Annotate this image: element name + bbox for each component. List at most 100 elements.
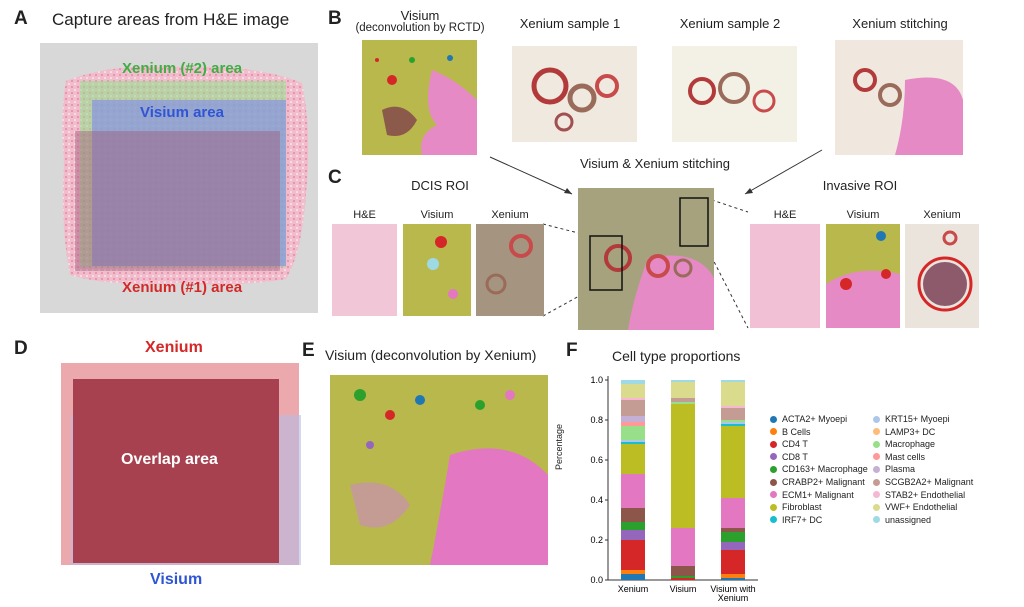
bar-segment xyxy=(621,380,645,384)
cell-type-proportion-chart: 0.0 0.2 0.4 0.6 0.8 1.0 Xenium Visium Visium wit… xyxy=(590,375,758,603)
legend-entry: Plasma xyxy=(873,464,915,474)
xenium-1-area-rect xyxy=(75,131,280,271)
bar-segment xyxy=(721,408,745,420)
legend-swatch xyxy=(873,503,880,511)
legend-entry: Fibroblast xyxy=(770,502,822,512)
panel-a-figure: Xenium (#2) area Visium area Xenium (#1)… xyxy=(40,43,318,313)
bar-segment xyxy=(721,420,745,422)
legend-label: CD4 T xyxy=(782,439,808,450)
bar-segment xyxy=(671,528,695,566)
overlap-region-rect xyxy=(73,379,279,563)
legend-label: VWF+ Endothelial xyxy=(885,502,958,513)
legend-label: IRF7+ DC xyxy=(782,514,823,525)
dcis-xenium-label: Xenium xyxy=(491,209,529,221)
xenium-sample-1-map xyxy=(512,46,637,142)
legend-swatch xyxy=(770,516,777,524)
bar-segment xyxy=(621,522,645,530)
y-tick-label: 0.6 xyxy=(590,455,603,465)
bar-segment xyxy=(721,424,745,426)
legend-label: Mast cells xyxy=(885,451,926,462)
legend-entry: ACTA2+ Myoepi xyxy=(770,414,847,424)
bar-segment xyxy=(671,380,695,382)
legend-entry: CRABP2+ Malignant xyxy=(770,477,865,487)
bar-segment xyxy=(721,422,745,424)
bar-segment xyxy=(721,426,745,498)
bar-segment xyxy=(621,574,645,580)
xenium-sample-2-map xyxy=(672,46,797,142)
x-tick-label: Visium with xyxy=(710,584,755,594)
panel-c-letter: C xyxy=(328,167,342,188)
invasive-visium-label: Visium xyxy=(846,209,880,221)
legend-entry: STAB2+ Endothelial xyxy=(873,490,965,500)
panel-a-letter: A xyxy=(14,8,28,29)
legend-label: B Cells xyxy=(782,426,811,437)
legend-swatch xyxy=(873,428,880,436)
bar-segment xyxy=(671,402,695,404)
panel-b-letter: B xyxy=(328,8,342,29)
bar-segment xyxy=(621,570,645,574)
legend-label: ECM1+ Malignant xyxy=(782,489,854,500)
bar-segment xyxy=(721,528,745,532)
legend-swatch xyxy=(873,415,880,423)
dcis-roi-box xyxy=(589,235,623,291)
visium-xenium-deconv-map xyxy=(330,375,548,565)
legend-entry: IRF7+ DC xyxy=(770,515,822,525)
bar-segment xyxy=(671,578,695,580)
bar-segment xyxy=(721,406,745,408)
legend-swatch xyxy=(770,503,777,511)
x-tick-label: Xenium xyxy=(718,593,749,603)
dcis-visium-label: Visium xyxy=(420,209,454,221)
visium-rctd-map xyxy=(362,40,477,155)
legend-entry: Macrophage xyxy=(873,439,935,449)
panel-c-center-title: Visium & Xenium stitching xyxy=(579,156,731,171)
legend-entry: VWF+ Endothelial xyxy=(873,502,957,512)
legend-label: CD163+ Macrophage xyxy=(782,464,868,475)
panel-d-visium-label: Visium xyxy=(150,571,203,588)
dcis-he-image xyxy=(332,224,397,316)
legend-label: KRT15+ Myoepi xyxy=(885,414,950,424)
panel-c-invasive-title: Invasive ROI xyxy=(822,178,898,193)
bar-segment xyxy=(621,384,645,398)
panel-b-stitch-title: Xenium stitching xyxy=(852,16,948,31)
capture-areas-svg xyxy=(62,66,309,285)
y-tick-label: 0.8 xyxy=(590,415,603,425)
legend-swatch xyxy=(770,491,777,499)
legend-swatch xyxy=(873,465,880,473)
legend-label: CRABP2+ Malignant xyxy=(782,477,865,487)
y-tick-label: 0.4 xyxy=(590,495,603,505)
legend-entry: SCGB2A2+ Malignant xyxy=(873,477,973,487)
panel-d-letter: D xyxy=(14,338,28,359)
panel-c-dcis-title: DCIS ROI xyxy=(411,178,469,193)
legend-label: LAMP3+ DC xyxy=(885,426,936,437)
dcis-he-label: H&E xyxy=(353,209,376,221)
dcis-visium-image xyxy=(403,224,471,316)
xenium-2-area-label: Xenium (#2) area xyxy=(122,60,243,77)
panel-b-xenium2-title: Xenium sample 2 xyxy=(679,16,781,31)
legend-entry: LAMP3+ DC xyxy=(873,427,935,437)
legend-entry: CD8 T xyxy=(770,452,808,462)
bar-segment xyxy=(621,540,645,570)
legend-swatch xyxy=(770,428,777,436)
bar-segment xyxy=(621,400,645,416)
legend-entry: CD163+ Macrophage xyxy=(770,464,868,474)
panel-a-title: Capture areas from H&E image xyxy=(52,10,290,29)
xenium-stitching-map xyxy=(835,40,963,155)
bar-segment xyxy=(621,444,645,474)
legend-swatch xyxy=(873,478,880,486)
bar-segment xyxy=(621,398,645,400)
panel-d-xenium-label: Xenium xyxy=(145,339,203,356)
legend-label: Macrophage xyxy=(885,439,936,450)
panel-e-title: Visium (deconvolution by Xenium) xyxy=(325,347,537,363)
bar-segment xyxy=(671,576,695,578)
bar-segment xyxy=(621,508,645,522)
invasive-visium-image xyxy=(826,224,900,328)
chart-y-axis-label: Percentage xyxy=(554,423,564,470)
legend-entry: B Cells xyxy=(770,427,811,437)
bar-segment xyxy=(621,442,645,444)
bar-segment xyxy=(621,440,645,442)
panel-f-letter: F xyxy=(566,340,578,361)
legend-label: STAB2+ Endothelial xyxy=(885,489,966,500)
legend-swatch xyxy=(873,516,880,524)
xenium-1-area-label: Xenium (#1) area xyxy=(122,279,243,296)
legend-entry: ECM1+ Malignant xyxy=(770,490,854,500)
